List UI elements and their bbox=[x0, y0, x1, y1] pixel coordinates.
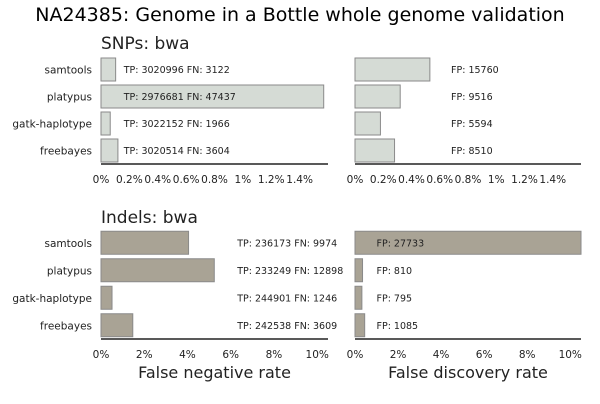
x-tick-label: 0.4% bbox=[398, 174, 425, 186]
x-tick-label: 6% bbox=[222, 349, 239, 361]
x-tick-label: 1.2% bbox=[511, 174, 538, 186]
bar bbox=[354, 84, 401, 109]
panel-3: Indels: bwa TP: 236173 FN: 9974 samtools TP… bbox=[12, 208, 343, 382]
x-tick-label: 4% bbox=[433, 349, 450, 361]
bar bbox=[354, 111, 381, 136]
bar-annotation: FP: 5594 bbox=[451, 119, 493, 130]
bar-annotation: FP: 810 bbox=[377, 266, 413, 277]
x-tick-label: 0.8% bbox=[455, 174, 482, 186]
category-label: gatk-haplotype bbox=[12, 293, 92, 305]
bar-annotation: FP: 15760 bbox=[451, 65, 499, 76]
bar bbox=[100, 313, 134, 338]
x-tick-label: 0% bbox=[93, 174, 110, 186]
bar bbox=[100, 258, 215, 283]
bar bbox=[354, 230, 582, 255]
x-tick-label: 1.2% bbox=[258, 174, 285, 186]
bar-annotation: TP: 242538 FN: 3609 bbox=[236, 321, 337, 332]
bar-annotation: FP: 795 bbox=[377, 293, 413, 304]
figure-title: NA24385: Genome in a Bottle whole genome… bbox=[35, 4, 564, 26]
x-tick-label: 0% bbox=[347, 349, 364, 361]
x-tick-label: 0.6% bbox=[173, 174, 200, 186]
x-tick-label: 4% bbox=[179, 349, 196, 361]
x-tick-label: 0% bbox=[93, 349, 110, 361]
panel-1: SNPs: bwa TP: 3020996 FN: 3122 samtools TP:… bbox=[12, 34, 328, 186]
category-label: samtools bbox=[45, 65, 93, 77]
x-tick-label: 6% bbox=[476, 349, 493, 361]
bar bbox=[354, 138, 396, 163]
x-tick-label: 10% bbox=[559, 349, 582, 361]
bar-annotation: TP: 3020996 FN: 3122 bbox=[123, 65, 230, 76]
bar bbox=[100, 57, 117, 82]
x-tick-label: 0.6% bbox=[426, 174, 453, 186]
bar-annotation: TP: 233249 FN: 12898 bbox=[236, 266, 343, 277]
x-tick-label: 1% bbox=[235, 174, 252, 186]
bar bbox=[354, 57, 431, 82]
bar bbox=[354, 258, 364, 283]
bar-annotation: FP: 8510 bbox=[451, 146, 493, 157]
bar bbox=[100, 138, 119, 163]
bar bbox=[100, 84, 325, 109]
x-tick-label: 2% bbox=[390, 349, 407, 361]
bar-annotation: FP: 27733 bbox=[377, 238, 425, 249]
x-tick-label: 0.2% bbox=[370, 174, 397, 186]
category-label: platypus bbox=[47, 92, 92, 104]
panel-title: Indels: bwa bbox=[101, 208, 198, 228]
bar-annotation: FP: 9516 bbox=[451, 92, 493, 103]
category-label: freebayes bbox=[40, 320, 92, 332]
x-axis-label: False negative rate bbox=[138, 363, 291, 382]
x-tick-label: 0.4% bbox=[144, 174, 171, 186]
category-label: gatk-haplotype bbox=[12, 119, 92, 131]
category-label: platypus bbox=[47, 265, 92, 277]
x-axis-label: False discovery rate bbox=[388, 363, 548, 382]
bar-annotation: TP: 236173 FN: 9974 bbox=[236, 238, 337, 249]
x-tick-label: 0.2% bbox=[116, 174, 143, 186]
panel-title: SNPs: bwa bbox=[101, 34, 190, 54]
x-tick-label: 0.8% bbox=[201, 174, 228, 186]
x-tick-label: 0% bbox=[347, 174, 364, 186]
bar bbox=[354, 285, 363, 310]
bar-annotation: TP: 3020514 FN: 3604 bbox=[123, 146, 230, 157]
bar bbox=[100, 285, 113, 310]
bar-annotation: TP: 2976681 FN: 47437 bbox=[123, 92, 236, 103]
bar bbox=[100, 230, 190, 255]
category-label: samtools bbox=[45, 238, 93, 250]
bar bbox=[100, 111, 111, 136]
x-tick-label: 1% bbox=[488, 174, 505, 186]
x-tick-label: 1.4% bbox=[286, 174, 313, 186]
x-tick-label: 10% bbox=[306, 349, 329, 361]
category-label: freebayes bbox=[40, 146, 92, 158]
x-tick-label: 8% bbox=[266, 349, 283, 361]
bar-annotation: FP: 1085 bbox=[377, 321, 419, 332]
x-tick-label: 2% bbox=[136, 349, 153, 361]
x-tick-label: 8% bbox=[519, 349, 536, 361]
bar-annotation: TP: 3022152 FN: 1966 bbox=[123, 119, 230, 130]
x-tick-label: 1.4% bbox=[539, 174, 566, 186]
bar-annotation: TP: 244901 FN: 1246 bbox=[236, 293, 337, 304]
panel-4: FP: 27733 FP: 810 FP: 795 FP: 1085 0% 2% 4% 6% 8… bbox=[347, 230, 582, 382]
bar bbox=[354, 313, 366, 338]
